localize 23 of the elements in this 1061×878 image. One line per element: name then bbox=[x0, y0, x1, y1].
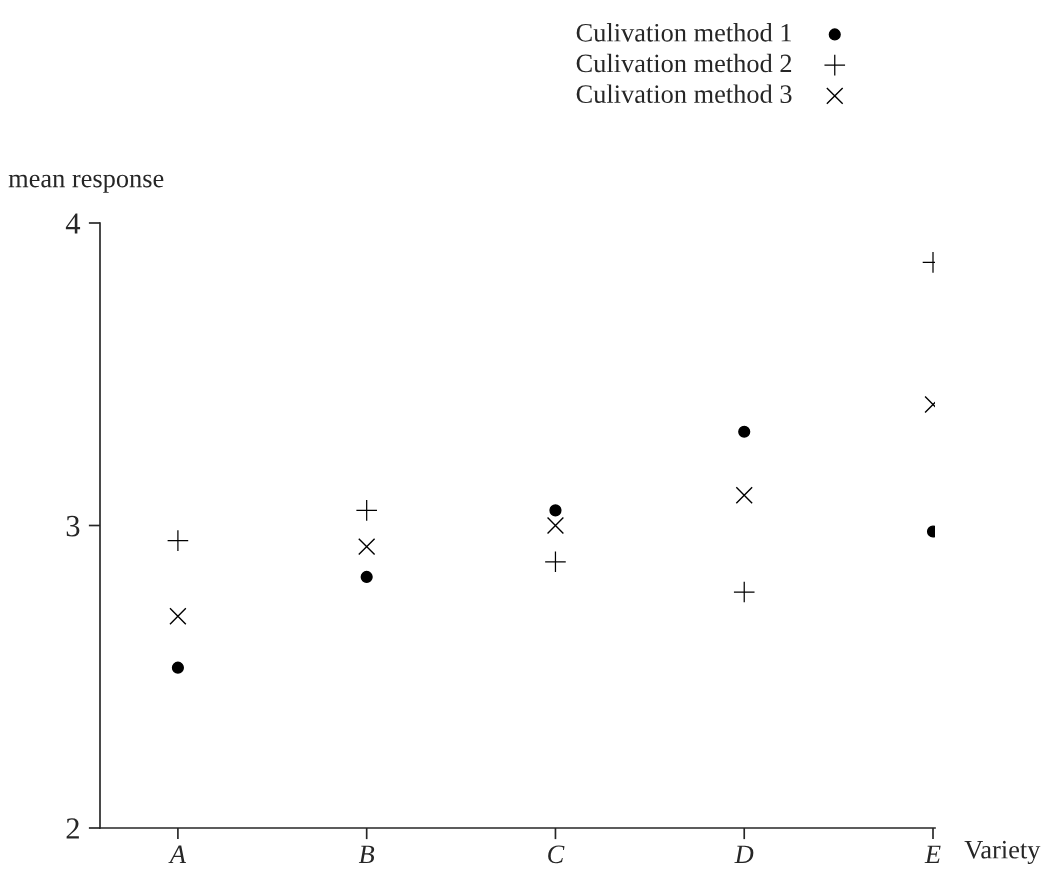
point bbox=[358, 538, 376, 556]
y-tick-label: 4 bbox=[65, 213, 81, 234]
x-tick-label: E bbox=[924, 845, 941, 863]
point bbox=[169, 607, 187, 625]
legend-label: Culivation method 3 bbox=[576, 84, 792, 104]
y-axis-title: mean response bbox=[8, 174, 164, 193]
x-tick-label: D bbox=[734, 845, 754, 864]
legend-label: Culivation method 2 bbox=[576, 53, 792, 73]
x-axis-title: Variety bbox=[964, 840, 1041, 865]
x-tick-label: B bbox=[358, 845, 375, 864]
point bbox=[171, 661, 184, 674]
point bbox=[549, 504, 562, 517]
y-tick-label: 2 bbox=[66, 818, 79, 839]
point bbox=[735, 486, 753, 504]
point bbox=[360, 570, 373, 583]
point bbox=[167, 530, 189, 551]
point bbox=[733, 581, 755, 603]
point bbox=[738, 425, 751, 438]
x-tick-label: C bbox=[548, 845, 565, 864]
x-tick-label: A bbox=[168, 845, 187, 863]
legend-label: Culivation method 1 bbox=[576, 23, 791, 42]
point bbox=[546, 516, 565, 535]
y-tick-label: 3 bbox=[66, 515, 80, 537]
